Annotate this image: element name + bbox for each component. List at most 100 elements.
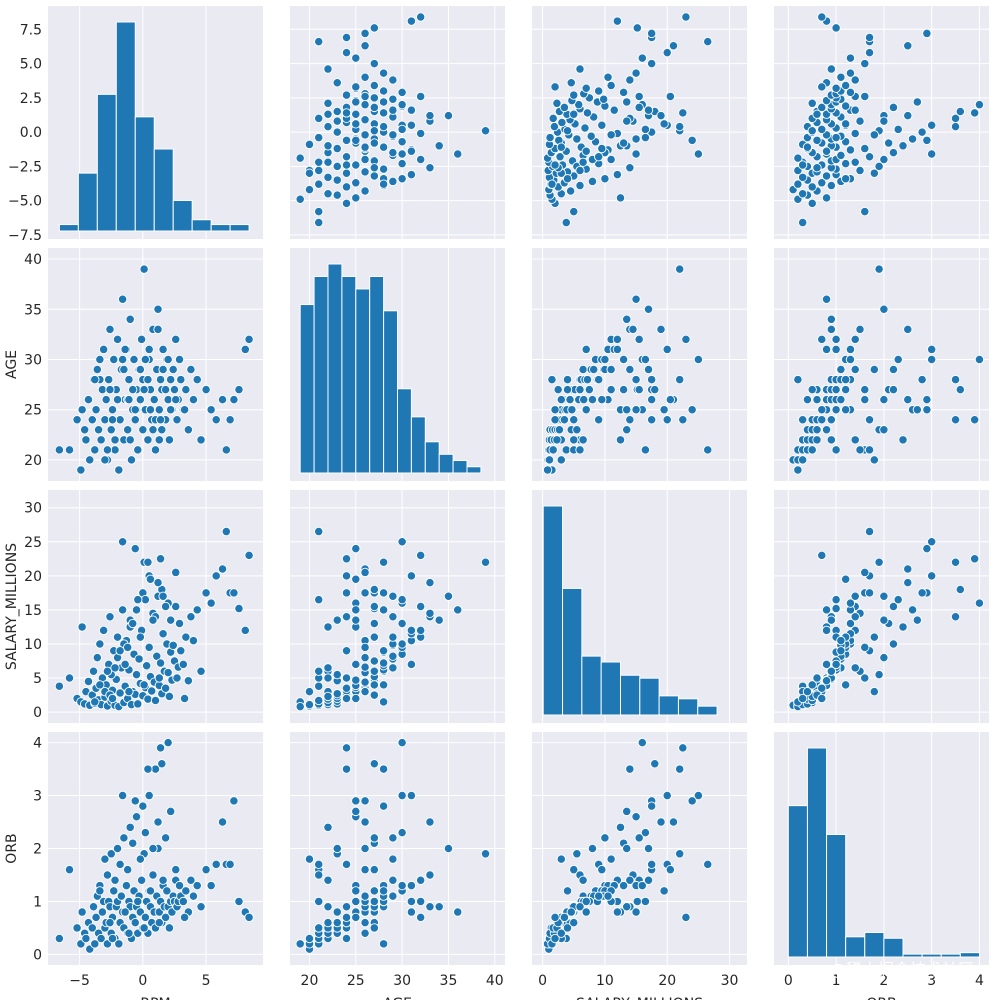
scatter-point [164,435,175,445]
scatter-point [643,105,654,115]
scatter-point [550,405,560,415]
scatter-point [332,78,342,88]
scatter-point [397,537,407,547]
scatter-point [158,875,168,885]
scatter-point [845,598,856,608]
histogram-bar [581,655,602,716]
scatter-point [831,23,841,33]
scatter-point [569,90,579,100]
scatter-point [831,603,841,614]
scatter-point [124,687,134,697]
scatter-point [632,23,642,33]
scatter-point [323,673,333,683]
scatter-point [120,907,130,917]
scatter-point [625,875,635,885]
scatter-point [416,875,426,885]
scatter-point [687,796,697,806]
scatter-point [178,659,188,670]
scatter-point [332,907,342,917]
scatter-point [406,625,417,635]
scatter-point [351,605,361,615]
scatter-point [927,149,937,159]
scatter-point [295,153,305,163]
scatter-point [869,687,879,697]
x-tick-label: 35 [440,973,458,989]
y-axis-label: ORB [4,833,20,863]
scatter-point [912,615,922,625]
scatter-point [659,119,669,129]
y-tick-label: 0 [33,947,42,963]
scatter-point [836,72,846,82]
scatter-point [802,142,813,152]
scatter-point [360,796,370,806]
scatter-point [149,395,159,405]
histogram-bar [883,937,904,958]
scatter-point [150,695,161,706]
scatter-point [917,374,927,385]
scatter-point [907,134,918,144]
scatter-point [821,625,832,635]
scatter-point [144,642,154,653]
scatter-point [179,912,190,922]
histogram-bar [383,310,399,474]
scatter-point [181,384,191,395]
scatter-point [569,865,579,875]
scatter-point [553,384,563,395]
scatter-point [678,108,688,118]
scatter-point [314,157,324,167]
scatter-point [802,395,813,405]
scatter-point [148,870,158,880]
y-tick-label: 20 [24,569,42,585]
scatter-point [179,693,190,704]
scatter-point [120,344,130,355]
scatter-point [453,149,463,159]
scatter-point [406,571,417,581]
scatter-point [609,105,619,115]
scatter-point [552,98,562,108]
scatter-point [622,806,632,817]
scatter-point [632,896,642,907]
scatter-point [874,557,884,567]
scatter-point [812,425,822,435]
scatter-point [625,364,635,375]
scatter-point [841,101,851,111]
scatter-point [703,859,713,870]
scatter-point [970,415,980,425]
scatter-point [95,639,105,649]
scatter-point [587,843,598,854]
scatter-point [124,395,134,405]
scatter-point [425,870,435,880]
scatter-point [903,41,913,51]
scatter-point [821,676,832,686]
scatter-point [860,206,870,217]
y-axis-label: AGE [4,350,20,379]
scatter-point [153,817,163,827]
scatter-point [874,264,884,274]
scatter-point [211,859,221,870]
scatter-point [378,680,389,690]
scatter-point [139,264,149,274]
histogram-bar [115,21,136,232]
scatter-point [217,395,228,405]
scatter-point [556,395,566,405]
scatter-point [77,405,87,415]
scatter-point [600,833,610,843]
scatter-point [544,455,555,465]
scatter-point [597,120,607,130]
scatter-point [92,652,102,663]
scatter-point [360,100,370,110]
scatter-point [559,912,570,922]
panel-rpm-vs-orb [774,6,989,239]
scatter-point [54,445,65,455]
y-tick-label: 30 [24,501,42,517]
scatter-point [807,182,817,192]
scatter-point [135,364,145,375]
scatter-point [841,405,851,415]
scatter-point [176,374,186,385]
scatter-point [807,198,817,209]
scatter-point [569,109,579,119]
scatter-point [378,646,389,656]
scatter-point [164,923,175,933]
scatter-point [860,91,870,102]
scatter-point [98,625,109,635]
